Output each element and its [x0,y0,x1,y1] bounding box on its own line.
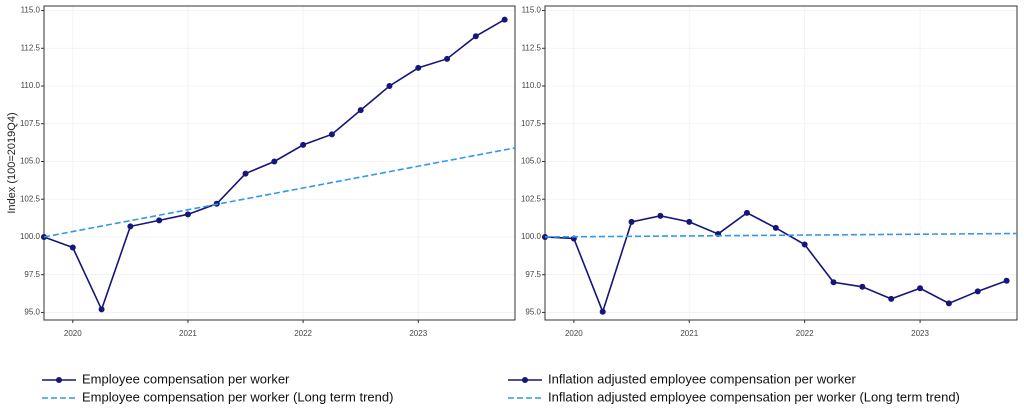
data-point [743,209,750,216]
y-tick-label: 112.5 [21,43,41,52]
x-tick-label: 2021 [179,329,197,338]
y-tick-label: 110.0 [21,81,41,90]
data-point [599,308,606,315]
x-tick-label: 2023 [409,329,427,338]
plot-frame [43,5,516,321]
y-tick-label: 97.5 [24,270,40,279]
y-tick-label: 100.0 [521,232,542,241]
legend-marker [56,377,62,383]
data-point [917,285,924,292]
y-tick-label: 105.0 [521,157,542,166]
data-point [1003,277,1010,284]
legend-label: Inflation adjusted employee compensation… [548,389,960,404]
x-tick-label: 2021 [680,329,698,338]
series-line [544,232,1018,238]
y-tick-label: 115.0 [522,6,542,15]
data-point [444,55,451,62]
data-point [386,83,393,90]
data-point [300,141,307,148]
x-tick-label: 2022 [796,329,814,338]
y-tick-label: 107.5 [20,119,41,128]
y-axis-label: Index (100=2019Q4) [6,112,18,213]
data-point [974,288,981,295]
data-point [628,218,635,225]
data-point [415,64,422,71]
x-tick-label: 2023 [911,329,929,338]
legend-label: Employee compensation per worker (Long t… [82,389,393,404]
data-point [686,218,693,225]
y-tick-label: 107.5 [521,119,542,128]
data-point [501,16,508,23]
legend-label: Inflation adjusted employee compensation… [548,371,857,386]
legend-marker [522,377,528,383]
data-point [772,224,779,231]
data-point [801,241,808,248]
data-point [242,170,249,177]
data-point [657,212,664,219]
data-point [472,33,479,40]
y-tick-label: 97.5 [525,270,541,279]
y-tick-label: 105.0 [20,157,41,166]
plot-frame [544,5,1018,321]
series-line [43,147,516,238]
x-tick-label: 2020 [565,329,583,338]
data-point [69,244,76,251]
y-tick-label: 110.0 [522,81,542,90]
data-point [184,211,191,218]
x-tick-label: 2020 [64,329,82,338]
y-tick-label: 102.5 [521,194,542,203]
data-point [156,217,163,224]
data-point [127,223,134,230]
y-tick-label: 95.0 [525,308,541,317]
y-tick-label: 100.0 [20,232,41,241]
data-point [859,283,866,290]
data-point [328,131,335,138]
data-point [830,279,837,286]
y-tick-label: 102.5 [20,194,41,203]
y-tick-label: 112.5 [522,43,542,52]
legend-label: Employee compensation per worker [82,371,290,386]
data-point [945,300,952,307]
data-point [888,295,895,302]
x-tick-label: 2022 [294,329,312,338]
data-point [271,158,278,165]
y-tick-label: 115.0 [21,6,41,15]
data-point [357,107,364,114]
y-tick-label: 95.0 [24,308,40,317]
data-point [98,306,105,313]
